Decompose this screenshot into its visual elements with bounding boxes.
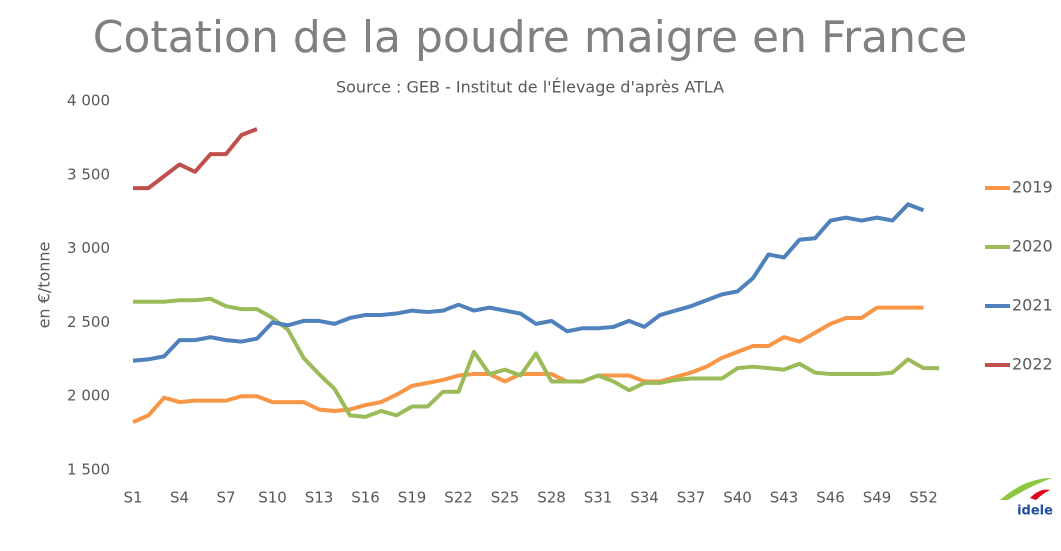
chart-subtitle: Source : GEB - Institut de l'Élevage d'a… — [336, 78, 724, 97]
x-tick-label: S13 — [305, 489, 334, 507]
x-tick-label: S10 — [258, 489, 287, 507]
y-tick-label: 2 500 — [67, 313, 110, 331]
x-tick-label: S34 — [630, 489, 659, 507]
line-series — [132, 305, 924, 424]
legend-label: 2021 — [1012, 296, 1053, 315]
x-tick-label: S43 — [770, 489, 799, 507]
x-tick-label: S7 — [216, 489, 235, 507]
legend-label: 2019 — [1012, 178, 1053, 197]
x-tick-label: S1 — [123, 489, 142, 507]
legend-label: 2022 — [1012, 355, 1053, 374]
x-tick-label: S46 — [816, 489, 845, 507]
x-tick-label: S40 — [723, 489, 752, 507]
x-tick-label: S16 — [351, 489, 380, 507]
y-tick-label: 3 500 — [67, 165, 110, 183]
logo-swoosh — [1000, 478, 1052, 500]
x-tick-label: S28 — [537, 489, 566, 507]
x-tick-label: S4 — [170, 489, 189, 507]
x-tick-label: S31 — [584, 489, 613, 507]
x-tick-label: S22 — [444, 489, 473, 507]
x-tick-label: S37 — [677, 489, 706, 507]
legend-label: 2020 — [1012, 237, 1053, 256]
x-tick-label: S49 — [863, 489, 892, 507]
y-tick-label: 4 000 — [67, 92, 110, 110]
chart-title: Cotation de la poudre maigre en France — [93, 12, 968, 63]
line-series — [132, 202, 925, 363]
y-tick-label: 2 000 — [67, 387, 110, 405]
y-axis-label: en €/tonne — [35, 242, 54, 329]
logo-swoosh — [1030, 489, 1050, 500]
logo: idele — [1000, 478, 1053, 519]
y-tick-label: 1 500 — [67, 461, 110, 479]
logo-text: idele — [1017, 504, 1053, 519]
x-tick-label: S19 — [398, 489, 427, 507]
line-series — [133, 127, 258, 191]
x-tick-label: S52 — [909, 489, 938, 507]
x-tick-label: S25 — [491, 489, 520, 507]
line-series — [133, 296, 939, 419]
y-tick-label: 3 000 — [67, 239, 110, 257]
